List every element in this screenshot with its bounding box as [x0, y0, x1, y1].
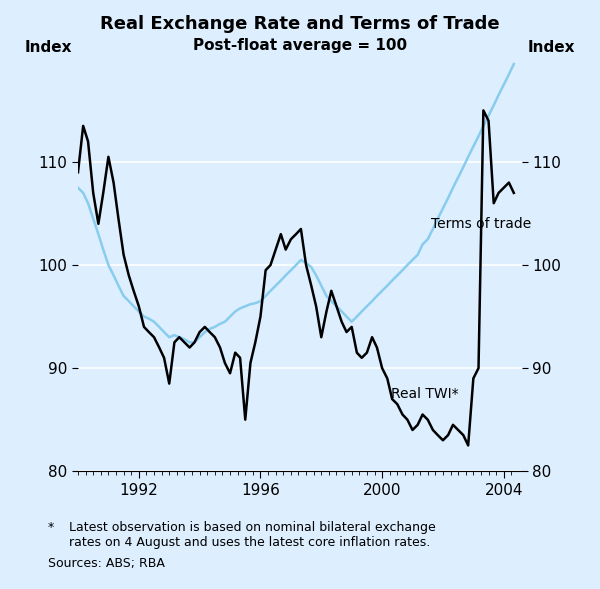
Text: Real TWI*: Real TWI*: [391, 387, 459, 401]
Text: Real Exchange Rate and Terms of Trade: Real Exchange Rate and Terms of Trade: [100, 15, 500, 33]
Text: *: *: [48, 521, 54, 534]
Text: Latest observation is based on nominal bilateral exchange
rates on 4 August and : Latest observation is based on nominal b…: [69, 521, 436, 550]
Text: Sources: ABS; RBA: Sources: ABS; RBA: [48, 557, 165, 570]
Text: Post-float average = 100: Post-float average = 100: [193, 38, 407, 53]
Text: Index: Index: [528, 40, 575, 55]
Text: Index: Index: [25, 40, 72, 55]
Text: Terms of trade: Terms of trade: [431, 217, 531, 231]
